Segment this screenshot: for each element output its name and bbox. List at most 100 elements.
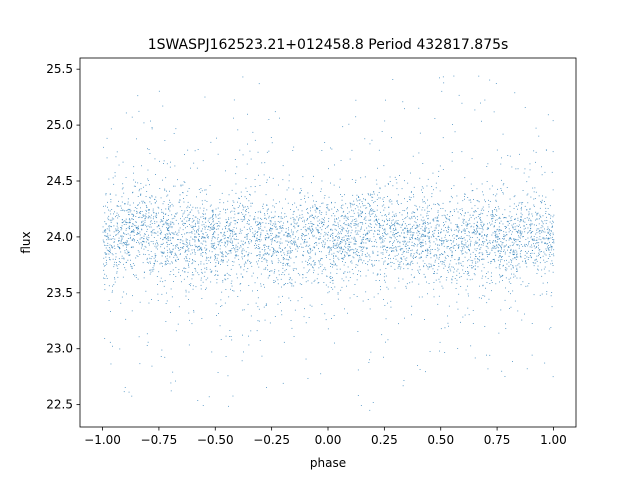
data-point [321, 242, 323, 244]
data-point [419, 233, 421, 235]
data-point [476, 225, 477, 226]
data-point [279, 117, 280, 119]
data-point [150, 258, 152, 260]
data-point [255, 240, 256, 242]
data-point [221, 255, 223, 257]
data-point [422, 163, 424, 164]
data-point [290, 236, 292, 238]
data-point [205, 244, 207, 246]
data-point [418, 237, 420, 239]
data-point [272, 216, 274, 218]
data-point [510, 259, 512, 261]
data-point [197, 272, 199, 274]
data-point [488, 211, 489, 213]
data-point [395, 258, 397, 260]
data-point [108, 209, 109, 211]
data-point [394, 234, 395, 235]
data-point [467, 222, 469, 224]
data-point [402, 385, 404, 387]
data-point [409, 239, 411, 240]
data-point [538, 252, 540, 254]
data-point [499, 264, 501, 265]
data-point [410, 253, 412, 254]
data-point [117, 246, 119, 247]
data-point [127, 203, 129, 205]
data-point [417, 231, 419, 233]
data-point [515, 265, 517, 267]
data-point [361, 242, 363, 243]
data-point [494, 259, 495, 261]
data-point [261, 162, 263, 164]
data-point [267, 264, 268, 266]
data-point [154, 215, 156, 217]
data-point [422, 222, 424, 224]
data-point [550, 244, 552, 246]
data-point [212, 214, 214, 216]
data-point [420, 246, 422, 248]
data-point [273, 248, 275, 250]
data-point [302, 277, 304, 279]
data-point [258, 229, 260, 230]
data-point [274, 269, 276, 271]
data-point [336, 265, 338, 267]
data-point [462, 218, 464, 220]
data-point [500, 163, 502, 165]
data-point [299, 191, 301, 193]
data-point [383, 261, 385, 263]
data-point [198, 222, 200, 224]
data-point [102, 226, 104, 228]
data-point [366, 252, 368, 254]
data-point [359, 256, 361, 258]
data-point [415, 217, 416, 219]
data-point [327, 237, 329, 239]
data-point [244, 242, 246, 244]
data-point [453, 240, 455, 242]
data-point [444, 327, 446, 329]
data-point [133, 202, 134, 204]
data-point [288, 233, 290, 235]
data-point [231, 210, 233, 212]
data-point [141, 243, 143, 245]
data-point [154, 259, 156, 261]
data-point [317, 216, 319, 217]
data-point [361, 240, 363, 242]
data-point [127, 211, 129, 213]
data-point [537, 269, 539, 271]
data-point [411, 236, 413, 238]
data-point [240, 218, 242, 220]
data-point [228, 296, 230, 298]
data-point [247, 143, 248, 145]
data-point [521, 231, 523, 233]
data-point [204, 271, 206, 273]
data-point [314, 246, 316, 248]
data-point [536, 213, 538, 214]
data-point [552, 189, 554, 191]
data-point [194, 150, 196, 152]
data-point [130, 247, 132, 248]
data-point [379, 280, 380, 281]
data-point [207, 226, 209, 228]
data-point [230, 252, 232, 254]
data-point [348, 254, 349, 256]
data-point [335, 229, 337, 231]
data-point [148, 244, 150, 246]
data-point [305, 260, 307, 262]
data-point [433, 296, 435, 298]
data-point [369, 205, 370, 207]
data-point [146, 257, 148, 259]
data-point [208, 260, 210, 262]
data-point [344, 308, 345, 310]
data-point [286, 240, 288, 242]
data-point [462, 261, 464, 262]
data-point [501, 157, 502, 159]
data-point [529, 208, 531, 210]
data-point [277, 262, 279, 264]
data-point [357, 233, 359, 235]
data-point [440, 208, 442, 209]
data-point [504, 251, 506, 253]
data-point [353, 251, 355, 253]
data-point [529, 230, 530, 232]
data-point [312, 229, 313, 231]
data-point [450, 228, 452, 230]
data-point [211, 228, 213, 230]
